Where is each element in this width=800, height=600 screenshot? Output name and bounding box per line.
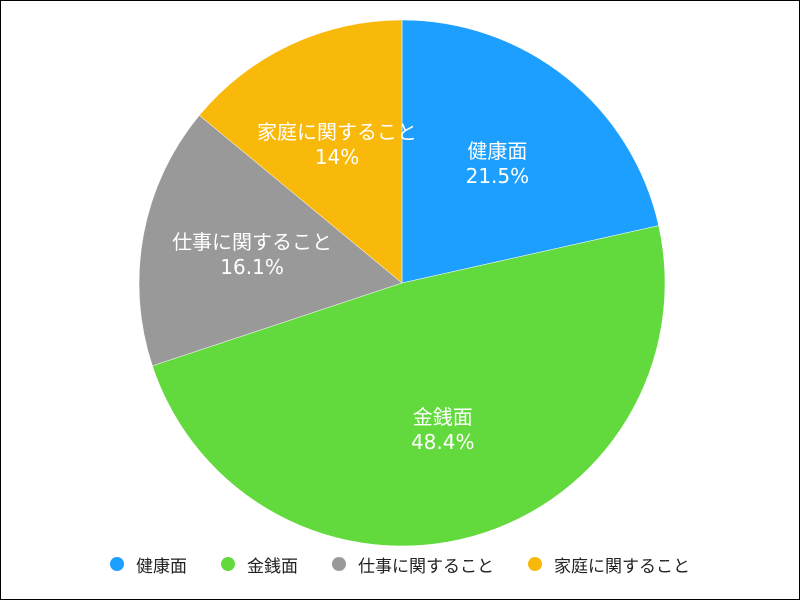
slice-value-label-family: 14% xyxy=(315,145,359,169)
slice-value-label-money: 48.4% xyxy=(411,430,475,454)
slice-label-family: 家庭に関すること xyxy=(257,120,417,144)
pie-slice-family[interactable] xyxy=(199,19,403,284)
pie-slice-health[interactable] xyxy=(401,19,659,284)
legend-label-family: 家庭に関すること xyxy=(554,556,690,577)
slice-label-money: 金銭面 xyxy=(413,405,473,429)
legend-item-work[interactable]: 仕事に関すること xyxy=(332,552,494,577)
legend-swatch-money xyxy=(221,557,235,571)
legend-swatch-health xyxy=(110,557,124,571)
legend-item-money[interactable]: 金銭面 xyxy=(221,552,298,577)
slice-label-work: 仕事に関すること xyxy=(172,230,332,254)
legend-label-work: 仕事に関すること xyxy=(358,556,494,577)
pie-slice-money[interactable] xyxy=(152,225,666,547)
slice-label-health: 健康面 xyxy=(467,139,527,163)
legend-label-health: 健康面 xyxy=(136,556,187,577)
legend-swatch-family xyxy=(528,557,542,571)
legend-label-money: 金銭面 xyxy=(247,556,298,577)
slice-value-label-health: 21.5% xyxy=(466,164,530,188)
legend-item-health[interactable]: 健康面 xyxy=(110,552,187,577)
pie-slices xyxy=(138,19,666,547)
chart-legend: 健康面 金銭面 仕事に関すること 家庭に関すること xyxy=(0,548,800,580)
pie-slice-work[interactable] xyxy=(138,115,403,367)
legend-swatch-work xyxy=(332,557,346,571)
slice-value-label-work: 16.1% xyxy=(220,255,284,279)
legend-item-family[interactable]: 家庭に関すること xyxy=(528,552,690,577)
